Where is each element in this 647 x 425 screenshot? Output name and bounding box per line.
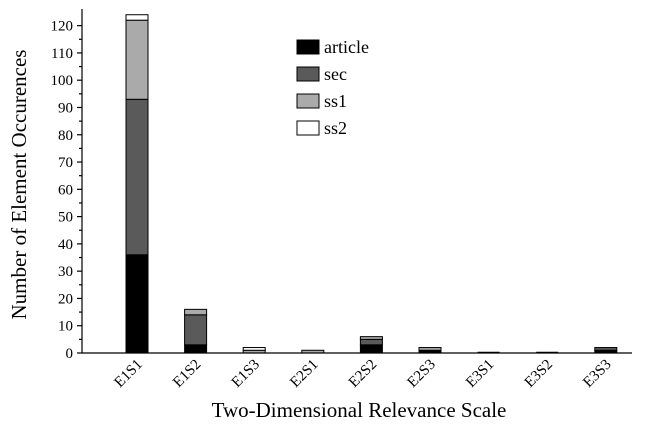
- x-tick-label: E3S1: [463, 357, 497, 391]
- bars: [125, 14, 618, 354]
- bar-sec-e2s2: [359, 338, 383, 346]
- legend: article sec ss1 ss2: [296, 37, 369, 138]
- y-tick-label: 80: [58, 128, 73, 144]
- bar-sec-e1s2: [184, 314, 208, 346]
- bar-ss1-e2s3: [418, 347, 442, 351]
- legend-swatch-article: [296, 39, 320, 55]
- y-tick-label: 0: [66, 346, 74, 362]
- bar-ss1-e2s2: [359, 336, 383, 340]
- y-tick-label: 110: [51, 46, 73, 62]
- y-axis-title: Number of Element Occurences: [7, 50, 31, 320]
- y-tick-label: 90: [58, 100, 73, 116]
- y-axis-ticks: 0 10 20 30 40 50 60 70 80 90 100 110 120: [51, 19, 82, 362]
- legend-label-sec: sec: [324, 64, 347, 84]
- bar-sec-e1s1: [125, 98, 149, 256]
- bar-ss1-e1s1: [125, 19, 149, 100]
- bar-ss2-e1s3: [242, 347, 266, 351]
- y-tick-label: 30: [58, 264, 73, 280]
- x-axis-ticks: E1S1 E1S2 E1S3 E2S1 E2S2 E2S3 E3S1 E3S2 E3S3: [112, 357, 615, 391]
- legend-label-ss2: ss2: [324, 118, 347, 138]
- bar-ss1-e1s2: [184, 308, 208, 316]
- x-tick-label: E1S1: [112, 357, 146, 391]
- x-axis-title: Two-Dimensional Relevance Scale: [212, 398, 507, 422]
- y-tick-label: 100: [51, 73, 74, 89]
- legend-swatch-sec: [296, 66, 320, 82]
- bar-article-e2s2: [359, 344, 383, 354]
- bar-article-e1s1: [125, 254, 149, 354]
- bar-sec-e3s3: [594, 347, 618, 351]
- x-tick-label: E3S2: [522, 357, 556, 391]
- y-tick-label: 60: [58, 182, 73, 198]
- bar-article-e1s2: [184, 344, 208, 354]
- x-tick-label: E1S3: [229, 357, 263, 391]
- y-tick-label: 70: [58, 155, 73, 171]
- x-tick-label: E2S1: [287, 357, 321, 391]
- x-tick-label: E3S3: [580, 357, 614, 391]
- y-tick-label: 120: [51, 19, 74, 35]
- bar-ss2-e1s1: [125, 14, 149, 21]
- y-tick-label: 50: [58, 210, 73, 226]
- x-tick-label: E2S2: [346, 357, 380, 391]
- x-tick-label: E2S3: [405, 357, 439, 391]
- legend-label-ss1: ss1: [324, 91, 347, 111]
- legend-label-article: article: [324, 37, 369, 57]
- legend-swatch-ss1: [296, 93, 320, 109]
- y-tick-label: 20: [58, 291, 73, 307]
- y-tick-label: 40: [58, 237, 73, 253]
- y-tick-label: 10: [58, 319, 73, 335]
- x-tick-label: E1S2: [170, 357, 204, 391]
- legend-swatch-ss2: [296, 120, 320, 136]
